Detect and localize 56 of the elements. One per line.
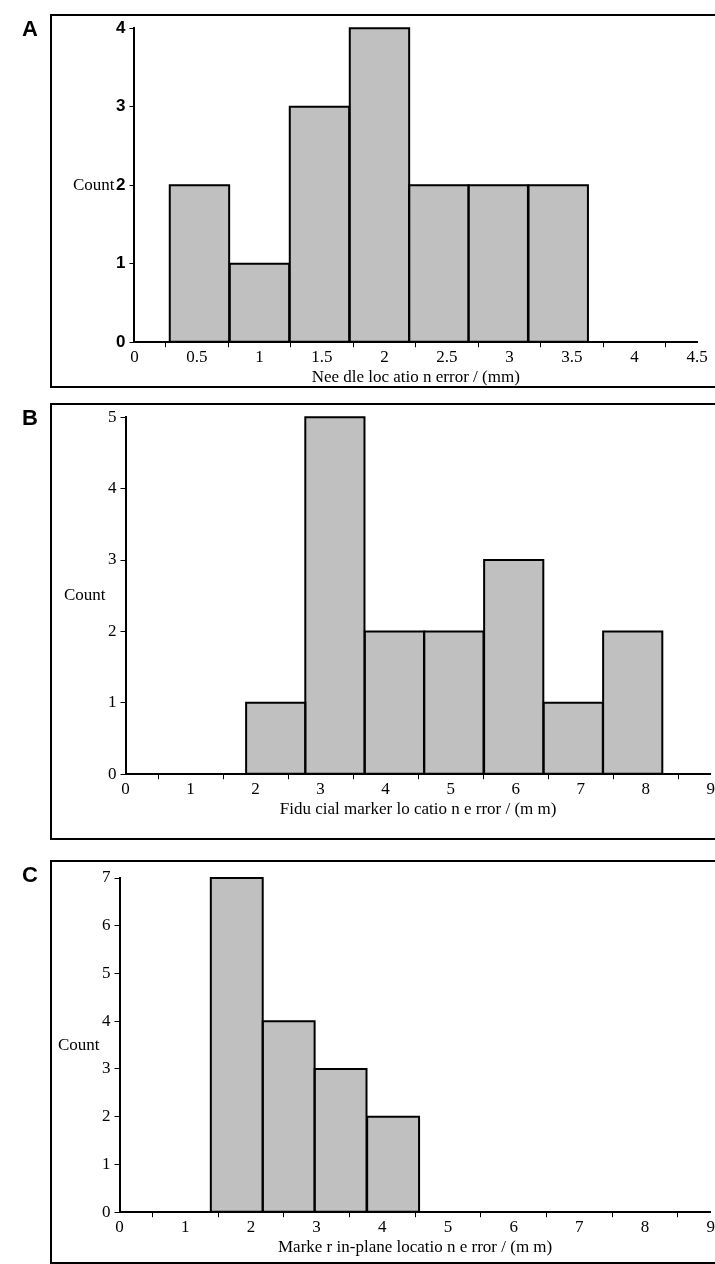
chart-title: A bbox=[22, 16, 38, 42]
x-tick-label: 0.5 bbox=[186, 346, 208, 366]
x-tick-label: 3 bbox=[312, 1216, 321, 1236]
x-tick-label: 7 bbox=[575, 1216, 585, 1236]
x-tick-label: 3.5 bbox=[561, 346, 583, 366]
y-axis-title: Count bbox=[63, 585, 106, 605]
x-tick-label: 2 bbox=[380, 346, 389, 366]
x-tick-label: 1.5 bbox=[311, 346, 333, 366]
x-tick-label: 8 bbox=[640, 1216, 650, 1236]
x-tick-label: 7 bbox=[576, 778, 586, 798]
x-tick-label: 2 bbox=[246, 1216, 256, 1236]
y-tick-label: 0 bbox=[108, 763, 117, 783]
y-tick-label: 0 bbox=[102, 1201, 111, 1221]
x-tick-label: 1 bbox=[180, 1216, 190, 1236]
y-tick-label: 3 bbox=[102, 1058, 111, 1078]
x-axis-title: Fidu cial marker lo catio n e rror / (m m) bbox=[279, 799, 557, 819]
x-tick-label: 5 bbox=[446, 778, 455, 798]
y-tick-label: 1 bbox=[108, 692, 117, 712]
chart-title: B bbox=[22, 405, 38, 431]
y-tick-label: 5 bbox=[102, 962, 111, 982]
y-tick-label: 7 bbox=[102, 867, 111, 887]
y-tick-label: 1 bbox=[115, 253, 126, 273]
y-tick-label: 0 bbox=[115, 331, 126, 351]
y-tick-label: 4 bbox=[108, 478, 117, 498]
y-tick-label: 5 bbox=[108, 406, 117, 426]
y-axis-title: Count bbox=[72, 174, 115, 194]
y-tick-label: 2 bbox=[115, 174, 126, 194]
x-axis-title: Nee dle loc atio n error / (mm) bbox=[311, 367, 520, 387]
y-tick-label: 2 bbox=[102, 1106, 111, 1126]
y-axis-title: Count bbox=[57, 1034, 100, 1054]
y-tick-label: 2 bbox=[108, 620, 117, 640]
y-tick-label: 1 bbox=[102, 1153, 111, 1173]
y-tick-label: 3 bbox=[108, 549, 117, 569]
x-tick-label: 2.5 bbox=[436, 346, 458, 366]
x-tick-label: 0 bbox=[130, 346, 139, 366]
y-tick-label: 4 bbox=[102, 1010, 111, 1030]
x-axis-title: Marke r in-plane locatio n e rror / (m m) bbox=[277, 1237, 553, 1257]
x-tick-label: 9 bbox=[706, 1216, 715, 1236]
x-tick-label: 1 bbox=[186, 778, 195, 798]
x-tick-label: 8 bbox=[641, 778, 650, 798]
x-tick-label: 9 bbox=[706, 778, 715, 798]
x-tick-label: 2 bbox=[251, 778, 260, 798]
x-tick-label: 4 bbox=[381, 778, 391, 798]
x-tick-label: 3 bbox=[316, 778, 325, 798]
x-tick-label: 4 bbox=[630, 346, 640, 366]
chart-title: C bbox=[22, 862, 38, 888]
x-tick-label: 6 bbox=[509, 1216, 518, 1236]
y-tick-label: 4 bbox=[115, 17, 126, 37]
x-tick-label: 4.5 bbox=[686, 346, 708, 366]
x-tick-label: 1 bbox=[255, 346, 264, 366]
x-tick-label: 6 bbox=[511, 778, 520, 798]
y-tick-label: 6 bbox=[102, 915, 111, 935]
x-tick-label: 3 bbox=[505, 346, 514, 366]
x-tick-label: 5 bbox=[443, 1216, 453, 1236]
y-tick-label: 3 bbox=[115, 96, 126, 116]
x-tick-label: 4 bbox=[378, 1216, 388, 1236]
